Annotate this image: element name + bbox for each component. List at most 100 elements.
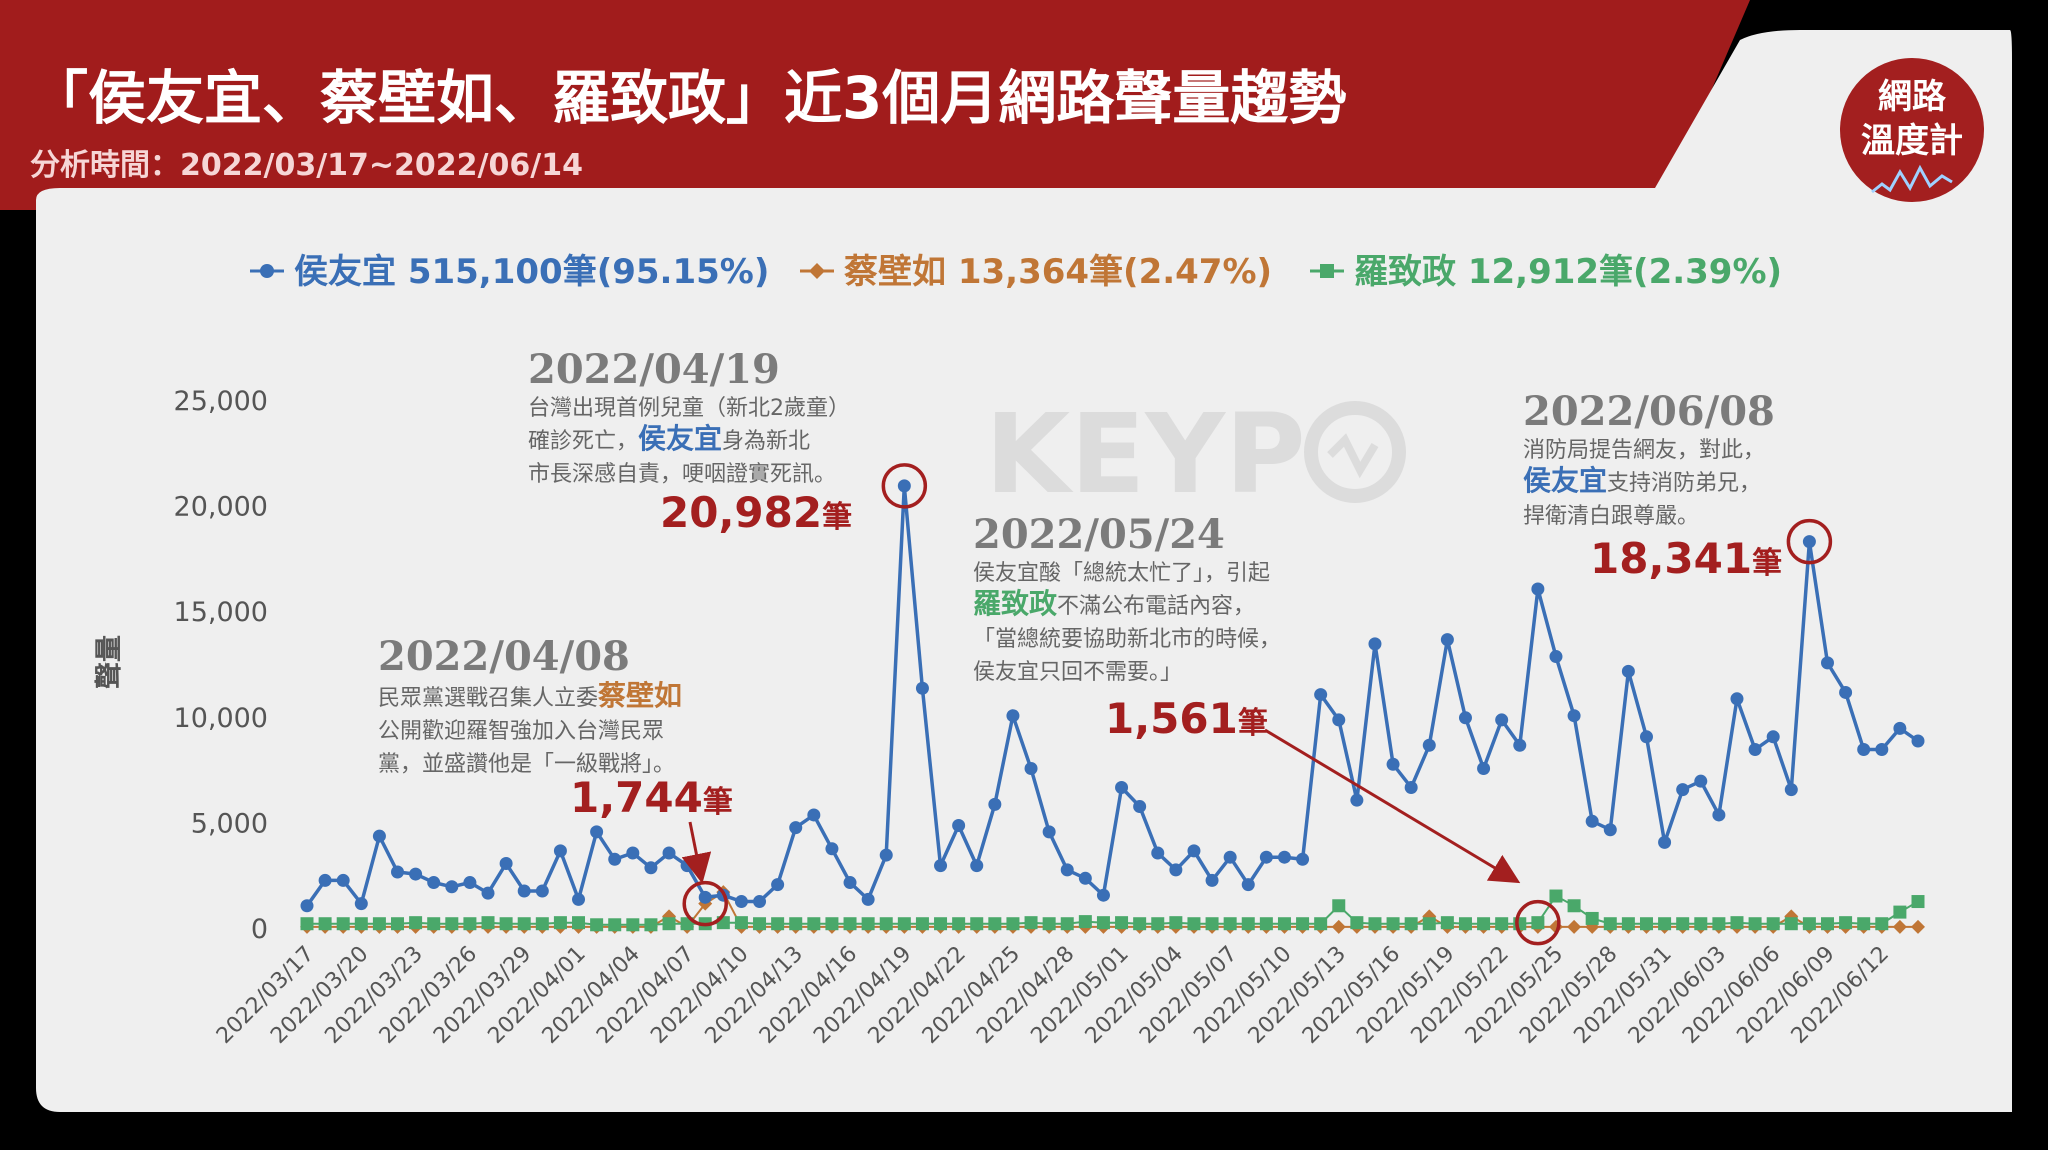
watermark-text: KEYP [985, 390, 1306, 518]
point-hou [771, 878, 785, 892]
legend-marker-icon [260, 264, 274, 278]
annotation-value: 20,982筆 [660, 488, 852, 537]
point-hou [662, 846, 676, 860]
point-lo [789, 917, 803, 931]
point-hou [1766, 730, 1780, 744]
annotation-text-segment: 捍衛清白跟尊嚴。 [1523, 504, 1699, 529]
point-hou [1730, 692, 1744, 706]
chart-legend: 侯友宜 515,100筆(95.15%) 蔡壁如 13,364筆(2.47%) 羅致… [250, 252, 1782, 292]
point-lo [753, 917, 767, 931]
annotation-date: 2022/04/08 [378, 633, 630, 680]
point-lo [1060, 917, 1074, 931]
point-hou [825, 842, 839, 856]
point-lo [1802, 917, 1816, 931]
watermark: KEYP [985, 390, 1406, 518]
point-hou [1603, 823, 1617, 837]
annotation-value-unit: 筆 [822, 500, 852, 535]
point-lo [807, 917, 821, 931]
point-hou [934, 859, 948, 873]
point-hou [481, 886, 495, 900]
annotation-text-segment: 侯友宜酸「總統太忙了」，引起 [973, 561, 1270, 586]
annotation-value: 1,744筆 [570, 773, 733, 822]
point-hou [445, 880, 459, 894]
point-hou [1658, 835, 1672, 849]
point-lo [409, 916, 423, 930]
point-lo [1603, 917, 1617, 931]
brand-logo: 網路 溫度計 [1840, 58, 1984, 202]
annotation-text-segment: 市長深感自責，哽咽證實死訊。 [528, 462, 836, 487]
point-lo [1277, 917, 1291, 931]
point-lo [572, 916, 586, 930]
point-hou [626, 846, 640, 860]
point-lo [934, 917, 948, 931]
point-lo [1169, 916, 1183, 930]
legend-label-lo: 羅致政 12,912筆(2.39%) [1354, 252, 1782, 292]
annotation-date: 2022/04/19 [528, 346, 780, 393]
point-lo [1839, 916, 1853, 930]
y-tick-label: 25,000 [174, 386, 268, 417]
point-hou [843, 876, 857, 890]
point-hou [1115, 780, 1129, 794]
annotation-text-segment: 消防局提告網友，對此， [1523, 438, 1765, 463]
point-lo [1241, 917, 1255, 931]
point-hou [1820, 656, 1834, 670]
point-lo [1531, 916, 1545, 930]
annotation-value-number: 1,744 [570, 773, 703, 822]
annotation-text-segment: 民眾黨選戰召集人立委 [378, 686, 598, 711]
point-lo [915, 917, 929, 931]
point-hou [1314, 688, 1328, 702]
series-line-hou [305, 485, 1919, 908]
point-lo [1386, 917, 1400, 931]
point-lo [499, 917, 513, 931]
point-lo [1332, 899, 1346, 913]
point-hou [1223, 850, 1237, 864]
point-lo [590, 918, 604, 932]
point-lo [1133, 917, 1147, 931]
annotation-text-segment: 支持消防弟兄， [1607, 471, 1761, 496]
point-lo [1006, 917, 1020, 931]
annotation-text-segment: 黨，並盛讚他是「一級戰將」。 [378, 752, 675, 777]
point-lo [1096, 916, 1110, 930]
annotation-line: 確診死亡，侯友宜身為新北 [528, 422, 810, 455]
point-hou [1531, 582, 1545, 596]
point-lo [1694, 917, 1708, 931]
point-hou [1875, 742, 1889, 756]
watermark-o-icon [1304, 401, 1406, 503]
point-hou [1893, 721, 1907, 735]
point-lo [445, 917, 459, 931]
point-lo [300, 917, 314, 931]
point-lo [988, 917, 1002, 931]
y-axis: 0 5,000 10,000 15,000 20,000 25,000 [174, 386, 268, 945]
point-lo [1115, 916, 1129, 930]
point-lo [1857, 917, 1871, 931]
annotation-line: 公開歡迎羅智強加入台灣民眾 [378, 719, 664, 744]
point-lo [1350, 916, 1364, 930]
annotation-value-unit: 筆 [703, 785, 733, 820]
point-lo [1893, 905, 1907, 919]
legend-label-tsai: 蔡壁如 13,364筆(2.47%) [843, 252, 1272, 292]
point-lo [970, 917, 984, 931]
point-hou [463, 876, 477, 890]
point-hou [590, 825, 604, 839]
point-lo [771, 917, 785, 931]
annotations: 2022/04/08民眾黨選戰召集人立委蔡壁如公開歡迎羅智強加入台灣民眾黨，並盛… [378, 346, 1833, 946]
point-lo [861, 917, 875, 931]
point-hou [1169, 863, 1183, 877]
point-hou [1477, 761, 1491, 775]
point-lo [1223, 917, 1237, 931]
annotation-highlight-circle [1786, 518, 1833, 565]
point-lo [879, 917, 893, 931]
point-lo [662, 917, 676, 931]
point-lo [535, 917, 549, 931]
point-hou [1458, 711, 1472, 725]
point-hou [680, 859, 694, 873]
point-hou [1857, 742, 1871, 756]
point-hou [1277, 850, 1291, 864]
legend-item-lo: 羅致政 12,912筆(2.39%) [1310, 252, 1782, 292]
annotation-2022-04-19: 2022/04/19台灣出現首例兒童（新北2歲童）確診死亡，侯友宜身為新北市長深… [528, 346, 928, 537]
point-lo [1078, 915, 1092, 929]
point-tsai [1892, 919, 1907, 934]
point-hou [879, 848, 893, 862]
logo-line2: 溫度計 [1861, 121, 1963, 161]
annotation-arrow [681, 821, 712, 884]
